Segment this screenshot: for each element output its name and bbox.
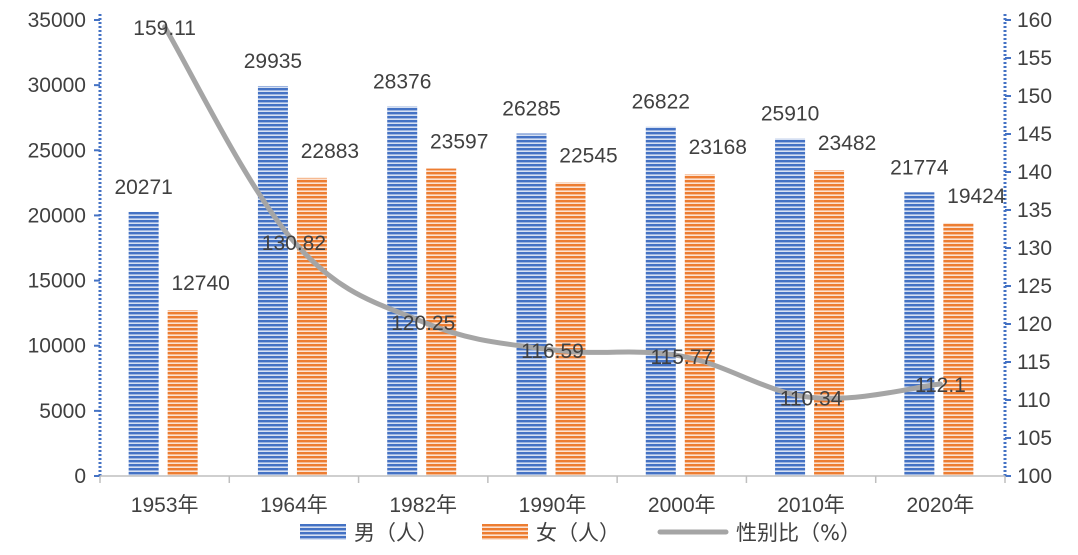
- x-tick-label-5: 2010年: [777, 494, 845, 517]
- label-ratio-5: 110.34: [780, 387, 843, 410]
- label-ratio-6: 112.1: [915, 374, 966, 397]
- legend-swatch-0: [300, 524, 346, 540]
- left-tick-label: 15000: [28, 270, 86, 293]
- label-ratio-4: 115.77: [650, 346, 713, 369]
- right-tick-label: 120: [1017, 313, 1052, 336]
- x-tick-label-1: 1964年: [260, 494, 328, 517]
- label-ratio-1: 130.82: [262, 232, 326, 255]
- label-ratio-0: 159.11: [133, 17, 196, 40]
- label-male-3: 26285: [502, 98, 560, 121]
- legend: 男（人） 女（人） 性别比（%）: [300, 521, 861, 545]
- label-female-5: 23482: [818, 132, 876, 155]
- bars-layer: [128, 85, 974, 477]
- right-tick-label: 140: [1017, 161, 1052, 184]
- right-tick-label: 110: [1017, 389, 1050, 412]
- left-tick-label: 10000: [28, 335, 86, 358]
- axes-layer: 0 5000 10000 15000 20000 25000 30000 35000 100 10…: [28, 9, 1052, 517]
- right-tick-label: 125: [1017, 275, 1052, 298]
- label-male-2: 28376: [373, 70, 431, 93]
- label-female-2: 23597: [430, 131, 488, 154]
- bar-female-2: [426, 168, 457, 476]
- label-ratio-3: 116.59: [521, 340, 584, 363]
- line-sex-ratio: [162, 24, 943, 401]
- bar-female-0: [167, 310, 198, 476]
- label-male-0: 20271: [114, 176, 172, 199]
- label-female-3: 22545: [559, 144, 617, 167]
- labels-layer: 20271 12740 159.11 29935 22883 130.82 28376 235…: [114, 17, 1005, 411]
- left-tick-label: 25000: [28, 139, 86, 162]
- label-female-0: 12740: [171, 272, 229, 295]
- label-female-6: 19424: [947, 185, 1006, 208]
- left-tick-label: 5000: [39, 400, 86, 423]
- right-tick-label: 135: [1017, 199, 1052, 222]
- right-tick-label: 100: [1017, 465, 1052, 488]
- label-male-5: 25910: [761, 102, 819, 125]
- bar-female-5: [814, 170, 845, 476]
- right-tick-label: 145: [1017, 123, 1052, 146]
- bar-male-4: [645, 126, 676, 476]
- bar-male-2: [387, 106, 418, 476]
- x-tick-label-4: 2000年: [648, 494, 716, 517]
- right-tick-label: 155: [1017, 47, 1052, 70]
- right-tick-label: 130: [1017, 237, 1052, 260]
- label-male-6: 21774: [890, 156, 949, 179]
- legend-label-0: 男（人）: [354, 521, 438, 545]
- bar-female-6: [943, 222, 974, 476]
- right-tick-label: 115: [1017, 351, 1050, 374]
- left-tick-label: 0: [74, 465, 86, 488]
- left-tick-label: 30000: [28, 74, 86, 97]
- right-tick-label: 160: [1017, 9, 1052, 32]
- legend-swatch-1: [482, 524, 528, 540]
- label-male-4: 26822: [632, 91, 690, 114]
- left-tick-label: 35000: [28, 9, 86, 32]
- label-male-1: 29935: [244, 50, 302, 73]
- bar-male-5: [775, 138, 806, 476]
- right-tick-label: 150: [1017, 85, 1052, 108]
- left-tick-label: 20000: [28, 204, 86, 227]
- bar-male-3: [516, 133, 547, 476]
- bar-female-1: [296, 177, 327, 477]
- legend-label-2: 性别比（%）: [736, 521, 861, 545]
- right-tick-label: 105: [1017, 427, 1052, 450]
- bar-female-4: [684, 174, 715, 476]
- label-female-4: 23168: [689, 136, 747, 159]
- bar-male-6: [904, 192, 935, 476]
- x-tick-label-6: 2020年: [906, 494, 974, 517]
- x-tick-label-0: 1953年: [131, 494, 199, 517]
- label-ratio-2: 120.25: [391, 312, 455, 335]
- x-tick-label-2: 1982年: [389, 494, 457, 517]
- bar-female-3: [555, 182, 586, 476]
- bar-male-0: [128, 211, 159, 476]
- legend-label-1: 女（人）: [536, 521, 620, 545]
- bar-male-1: [257, 85, 288, 476]
- label-female-1: 22883: [301, 140, 359, 163]
- x-tick-label-3: 1990年: [519, 494, 587, 517]
- line-layer: [162, 24, 943, 401]
